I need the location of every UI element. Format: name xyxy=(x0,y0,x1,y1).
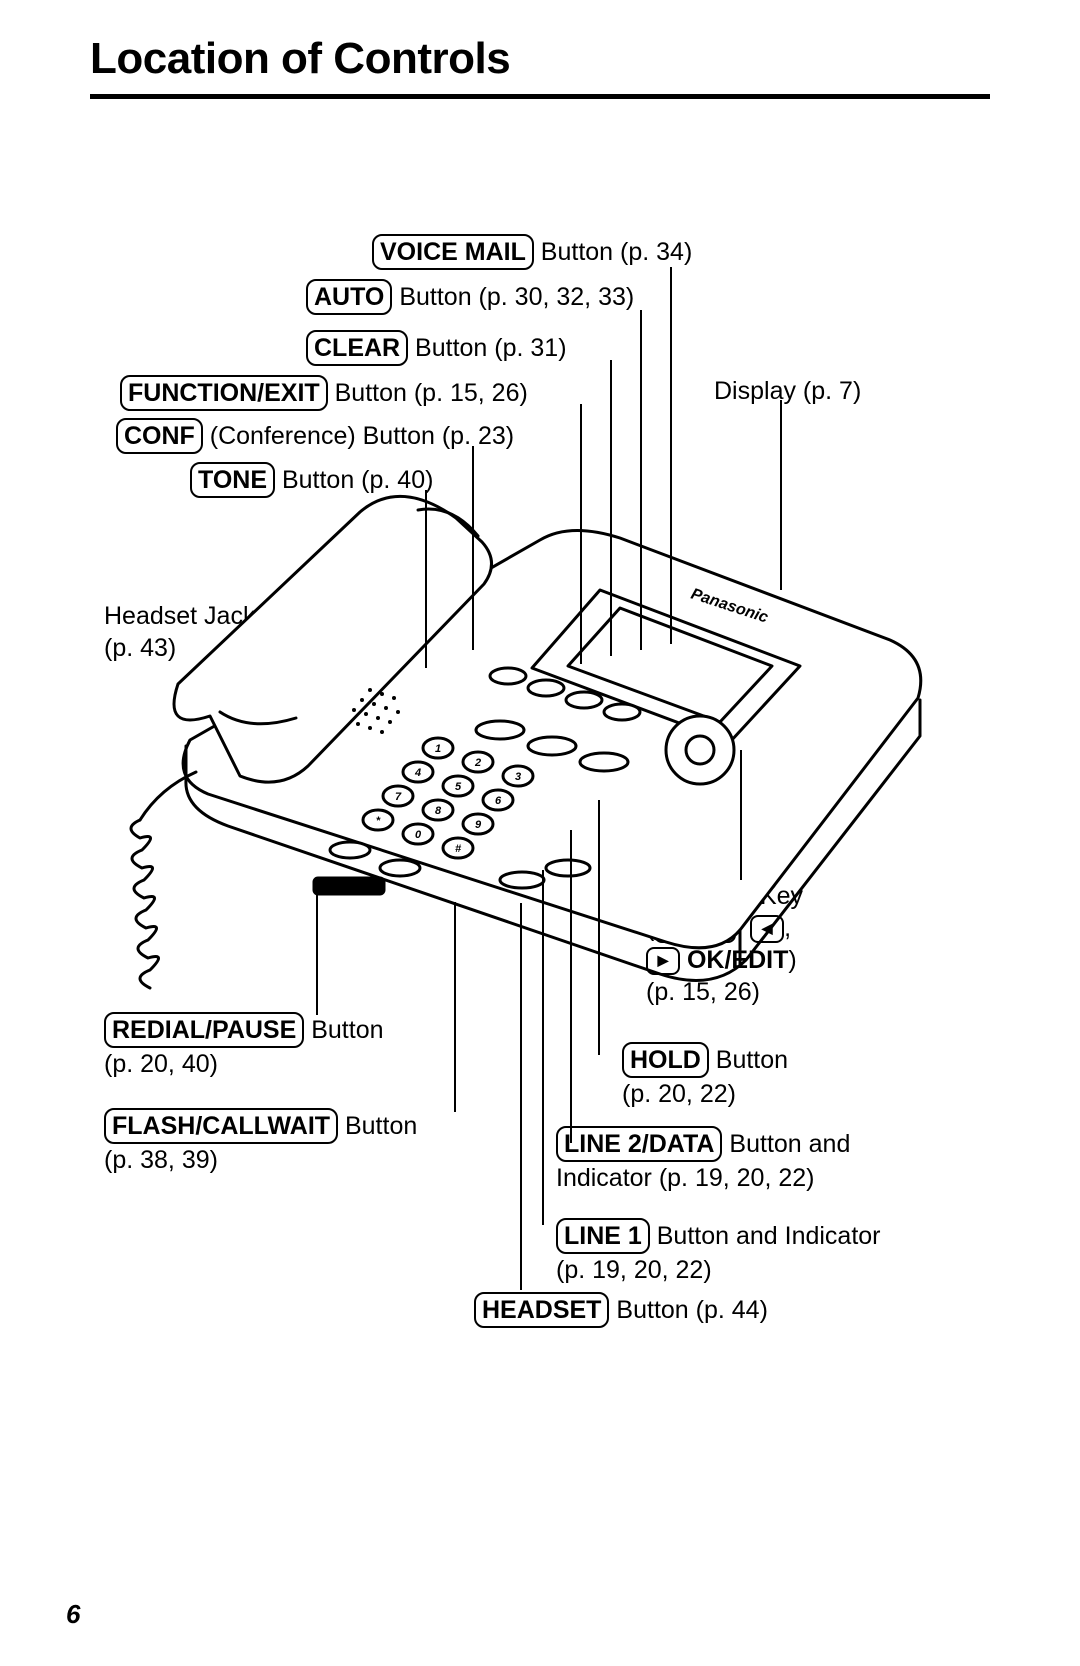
svg-text:5: 5 xyxy=(455,781,462,793)
callout-line2-data: LINE 2/DATA Button and Indicator (p. 19,… xyxy=(556,1126,850,1194)
callout-display: Display (p. 7) xyxy=(714,375,861,407)
leader-line xyxy=(780,400,782,590)
leader-line xyxy=(670,267,672,644)
phone-illustration: 1 2 3 4 5 6 7 8 9 * 0 # xyxy=(100,480,960,1000)
leader-line xyxy=(316,880,318,1015)
svg-text:9: 9 xyxy=(475,819,482,831)
svg-text:4: 4 xyxy=(414,767,421,779)
svg-text:*: * xyxy=(376,815,381,827)
leader-line xyxy=(740,750,742,880)
callout-hold: HOLD Button (p. 20, 22) xyxy=(622,1042,788,1110)
label-redial-pause: REDIAL/PAUSE xyxy=(104,1012,304,1048)
callout-function-exit: FUNCTION/EXIT Button (p. 15, 26) xyxy=(120,375,528,411)
callout-headset: HEADSET Button (p. 44) xyxy=(474,1292,768,1328)
callout-conf: CONF (Conference) Button (p. 23) xyxy=(116,418,514,454)
leader-line xyxy=(472,446,474,650)
callout-flash-callwait: FLASH/CALLWAIT Button (p. 38, 39) xyxy=(104,1108,417,1176)
leader-line xyxy=(542,870,544,1225)
title-underline xyxy=(90,94,990,99)
label-line1: LINE 1 xyxy=(556,1218,650,1254)
callout-redial-pause: REDIAL/PAUSE Button (p. 20, 40) xyxy=(104,1012,384,1080)
callout-auto: AUTO Button (p. 30, 32, 33) xyxy=(306,279,634,315)
label-hold: HOLD xyxy=(622,1042,709,1078)
leader-line xyxy=(580,404,582,664)
leader-line xyxy=(640,310,642,650)
svg-text:#: # xyxy=(455,843,462,855)
leader-line xyxy=(520,903,522,1290)
leader-line xyxy=(454,902,456,1112)
leader-line xyxy=(425,490,427,668)
leader-line xyxy=(570,830,572,1143)
label-voice-mail: VOICE MAIL xyxy=(372,234,534,270)
svg-text:6: 6 xyxy=(495,795,502,807)
svg-text:0: 0 xyxy=(415,829,422,841)
label-headset: HEADSET xyxy=(474,1292,609,1328)
page-title: Location of Controls xyxy=(90,34,510,84)
callout-clear: CLEAR Button (p. 31) xyxy=(306,330,567,366)
label-flash-callwait: FLASH/CALLWAIT xyxy=(104,1108,338,1144)
svg-text:2: 2 xyxy=(474,757,481,769)
page-number: 6 xyxy=(66,1599,80,1630)
svg-text:7: 7 xyxy=(395,791,402,803)
label-clear: CLEAR xyxy=(306,330,408,366)
page: Location of Controls VOICE MAIL Button (… xyxy=(0,0,1080,1666)
callout-line1: LINE 1 Button and Indicator (p. 19, 20, … xyxy=(556,1218,881,1286)
label-conf: CONF xyxy=(116,418,203,454)
label-function-exit: FUNCTION/EXIT xyxy=(120,375,328,411)
label-auto: AUTO xyxy=(306,279,392,315)
svg-text:1: 1 xyxy=(435,743,441,755)
label-line2-data: LINE 2/DATA xyxy=(556,1126,722,1162)
svg-text:3: 3 xyxy=(515,771,521,783)
callout-voice-mail: VOICE MAIL Button (p. 34) xyxy=(372,234,692,270)
svg-text:8: 8 xyxy=(435,805,442,817)
leader-line xyxy=(598,800,600,1055)
leader-line xyxy=(610,360,612,656)
